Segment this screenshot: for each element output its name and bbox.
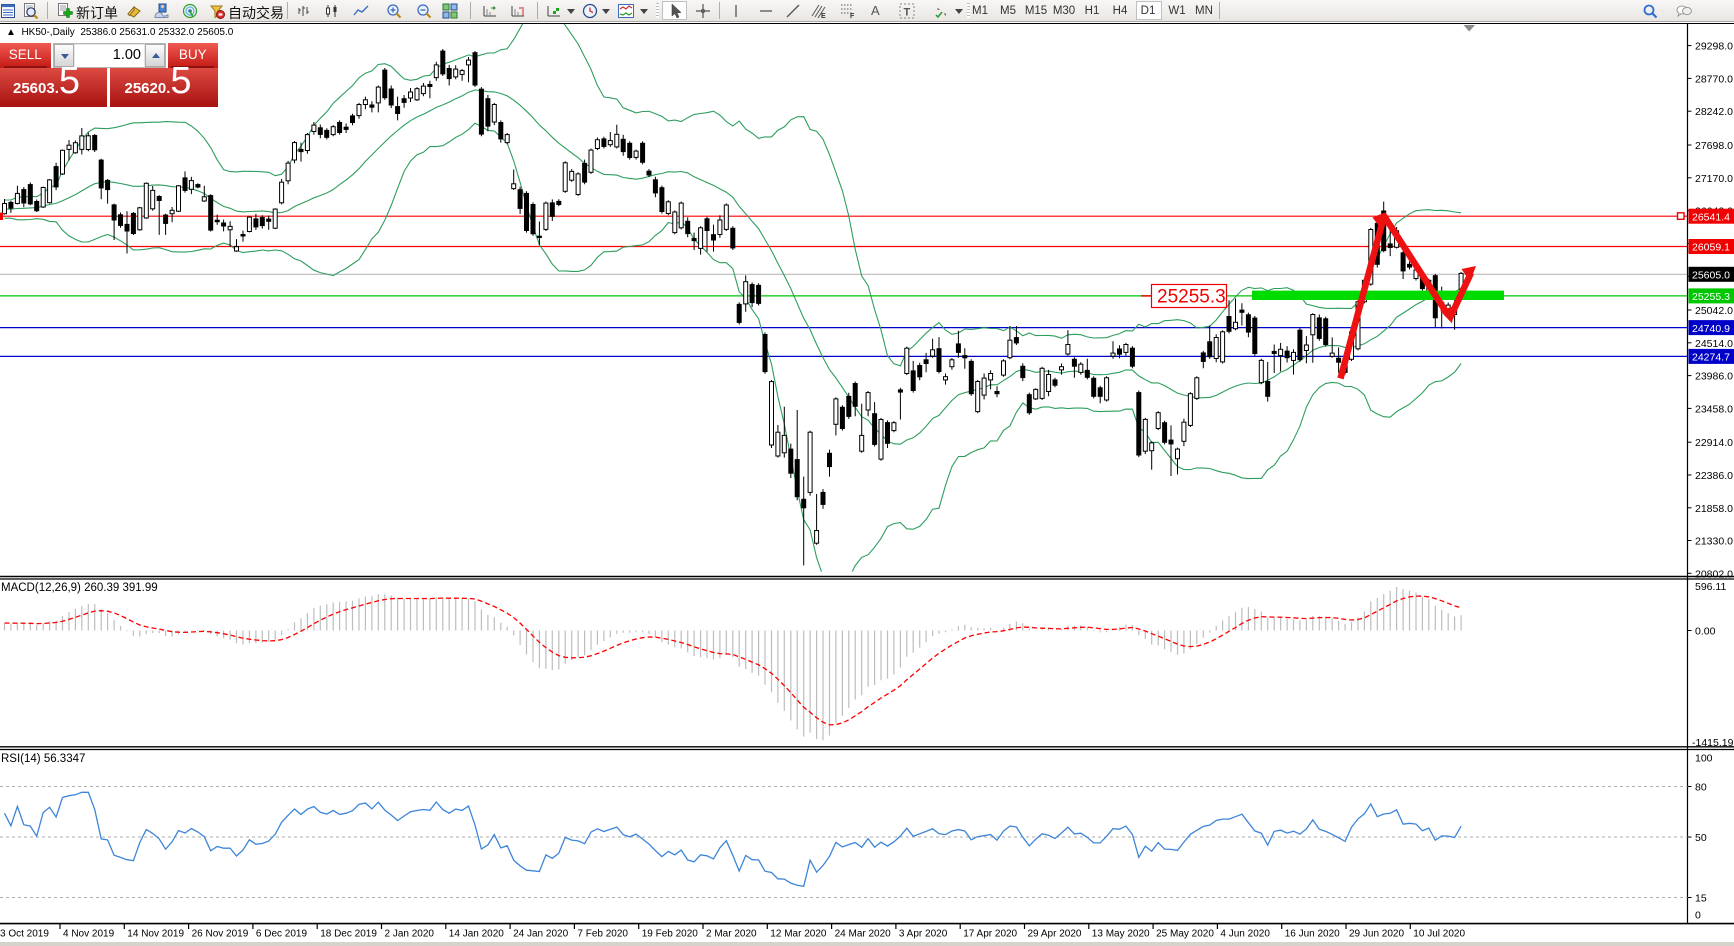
svg-text:80: 80 <box>1695 782 1707 794</box>
svg-text:7 Feb 2020: 7 Feb 2020 <box>577 929 628 940</box>
svg-text:28242.0: 28242.0 <box>1695 106 1733 118</box>
svg-text:2 Mar 2020: 2 Mar 2020 <box>706 929 757 940</box>
svg-text:25042.0: 25042.0 <box>1695 305 1733 317</box>
svg-text:28770.0: 28770.0 <box>1695 73 1733 85</box>
svg-text:2 Jan 2020: 2 Jan 2020 <box>385 929 435 940</box>
svg-text:29 Jun 2020: 29 Jun 2020 <box>1349 929 1404 940</box>
svg-text:24514.0: 24514.0 <box>1695 338 1733 350</box>
svg-text:25605.0: 25605.0 <box>1692 270 1730 282</box>
svg-text:21330.0: 21330.0 <box>1695 536 1733 548</box>
svg-text:22914.0: 22914.0 <box>1695 437 1733 449</box>
svg-text:23986.0: 23986.0 <box>1695 371 1733 383</box>
svg-text:21858.0: 21858.0 <box>1695 503 1733 515</box>
svg-text:100: 100 <box>1695 753 1713 765</box>
svg-text:20802.0: 20802.0 <box>1695 568 1733 580</box>
svg-text:0: 0 <box>1695 910 1701 922</box>
svg-text:18 Dec 2019: 18 Dec 2019 <box>320 929 377 940</box>
svg-text:E: E <box>821 13 826 19</box>
svg-text:27170.0: 27170.0 <box>1695 173 1733 185</box>
svg-text:29 Apr 2020: 29 Apr 2020 <box>1028 929 1082 940</box>
svg-text:26541.4: 26541.4 <box>1692 211 1730 223</box>
svg-text:24 Mar 2020: 24 Mar 2020 <box>835 929 892 940</box>
svg-text:14 Nov 2019: 14 Nov 2019 <box>127 929 184 940</box>
svg-text:RSI(14) 56.3347: RSI(14) 56.3347 <box>1 753 85 765</box>
svg-text:596.11: 596.11 <box>1695 581 1726 593</box>
svg-text:0.00: 0.00 <box>1695 626 1716 638</box>
svg-text:3 Oct 2019: 3 Oct 2019 <box>0 929 49 940</box>
svg-text:25255.3: 25255.3 <box>1157 287 1226 308</box>
svg-text:-1415.19: -1415.19 <box>1692 737 1734 749</box>
svg-text:4 Jun 2020: 4 Jun 2020 <box>1220 929 1270 940</box>
svg-text:22386.0: 22386.0 <box>1695 470 1733 482</box>
svg-text:12 Mar 2020: 12 Mar 2020 <box>770 929 827 940</box>
svg-text:16 Jun 2020: 16 Jun 2020 <box>1285 929 1340 940</box>
svg-text:T: T <box>904 7 911 19</box>
svg-text:24 Jan 2020: 24 Jan 2020 <box>513 929 568 940</box>
svg-text:F: F <box>850 13 855 19</box>
svg-text:29298.0: 29298.0 <box>1695 41 1733 53</box>
svg-text:3 Apr 2020: 3 Apr 2020 <box>899 929 948 940</box>
svg-text:50: 50 <box>1695 832 1707 844</box>
svg-text:MACD(12,26,9) 260.39 391.99: MACD(12,26,9) 260.39 391.99 <box>1 582 158 594</box>
svg-text:24740.9: 24740.9 <box>1692 323 1730 335</box>
svg-text:25255.3: 25255.3 <box>1692 291 1730 303</box>
svg-text:14 Jan 2020: 14 Jan 2020 <box>449 929 504 940</box>
svg-text:6 Dec 2019: 6 Dec 2019 <box>256 929 308 940</box>
svg-text:27698.0: 27698.0 <box>1695 140 1733 152</box>
svg-text:10 Jul 2020: 10 Jul 2020 <box>1413 929 1465 940</box>
svg-text:26 Nov 2019: 26 Nov 2019 <box>192 929 249 940</box>
svg-text:19 Feb 2020: 19 Feb 2020 <box>642 929 699 940</box>
svg-text:24274.7: 24274.7 <box>1692 352 1730 364</box>
svg-text:15: 15 <box>1695 893 1707 905</box>
svg-text:26059.1: 26059.1 <box>1692 242 1730 254</box>
svg-text:13 May 2020: 13 May 2020 <box>1092 929 1150 940</box>
svg-text:23458.0: 23458.0 <box>1695 403 1733 415</box>
svg-text:25 May 2020: 25 May 2020 <box>1156 929 1214 940</box>
svg-text:17 Apr 2020: 17 Apr 2020 <box>963 929 1017 940</box>
svg-text:4 Nov 2019: 4 Nov 2019 <box>63 929 115 940</box>
